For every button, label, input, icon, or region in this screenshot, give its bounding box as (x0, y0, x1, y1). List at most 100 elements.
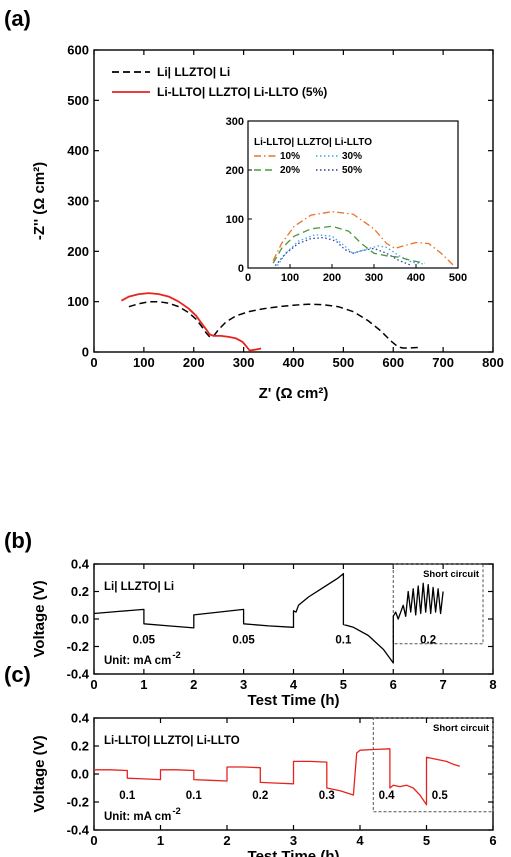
current-density-label: 0.4 (379, 790, 396, 802)
x-tick-label: 100 (133, 355, 155, 370)
x-tick-label: 400 (283, 355, 305, 370)
panel-label-b: (b) (4, 528, 32, 553)
x-tick-label: 2 (223, 833, 230, 848)
series-line-a-0 (128, 300, 419, 349)
y-axis-label: Voltage (V) (31, 580, 48, 657)
x-tick-label: 2 (190, 677, 197, 692)
inset-legend-entry: 50% (342, 165, 362, 176)
inset-x-tick-label: 400 (407, 272, 425, 284)
short-circuit-label: Short circuit (433, 723, 490, 734)
current-density-label: 0.2 (252, 790, 268, 802)
inset-y-tick-label: 200 (226, 165, 244, 177)
y-axis-label: Voltage (V) (31, 735, 48, 812)
x-tick-label: 6 (390, 677, 397, 692)
inset-y-tick-label: 100 (226, 214, 244, 226)
panel-a-chart: 0 100 200 300 400 500 600 700 800 0 100 200 300 400 50… (31, 43, 504, 403)
y-tick-label: 100 (67, 294, 89, 309)
x-axis-label: Test Time (h) (248, 848, 340, 857)
y-tick-label: 300 (67, 194, 89, 209)
x-tick-label: 7 (440, 677, 447, 692)
inset-x-tick-label: 0 (245, 272, 251, 284)
x-tick-label: 1 (140, 677, 147, 692)
inset-x-tick-label: 200 (323, 272, 341, 284)
panel-label-a: (a) (4, 6, 31, 31)
x-tick-label: 200 (183, 355, 205, 370)
y-axis-label: -Z'' (Ω cm²) (31, 162, 48, 240)
current-density-label: 0.2 (420, 635, 436, 647)
inset-chart: 0 100 200 300 400 500 0 100 200 300 Li-LLTO| LLZTO… (226, 116, 468, 284)
x-axis-label: Test Time (h) (248, 692, 340, 709)
x-tick-label: 6 (489, 833, 496, 848)
inset-x-tick-label: 100 (281, 272, 299, 284)
panel-c-chart: 0 1 2 3 4 5 6 -0.4 -0.2 0.0 0.2 0.4 Test Time (h) Vol… (31, 711, 497, 857)
x-tick-label: 600 (382, 355, 404, 370)
legend-entry: Li| LLZTO| Li (157, 65, 230, 79)
x-tick-label: 300 (233, 355, 255, 370)
panel-label-c: (c) (4, 662, 31, 687)
y-tick-label: -0.2 (67, 795, 89, 810)
unit-superscript: -2 (172, 650, 180, 661)
x-tick-label: 500 (333, 355, 355, 370)
inset-series-line-1 (276, 234, 425, 266)
inset-y-tick-label: 300 (226, 116, 244, 128)
unit-superscript: -2 (172, 806, 180, 817)
x-tick-label: 5 (423, 833, 430, 848)
x-axis-label: Z' (Ω cm²) (259, 385, 329, 402)
x-tick-label: 4 (290, 677, 298, 692)
voltage-trace-0 (93, 572, 444, 664)
y-tick-label: -0.4 (67, 667, 90, 682)
current-density-label: 0.1 (335, 635, 352, 647)
x-tick-label: 8 (489, 677, 496, 692)
y-tick-label: -0.2 (67, 639, 89, 654)
series-line-a-1 (120, 292, 262, 352)
y-tick-label: 0.0 (71, 612, 89, 627)
inset-legend-entry: 20% (280, 165, 300, 176)
cell-config-label: Li-LLTO| LLZTO| Li-LLTO (104, 735, 240, 747)
inset-frame (247, 120, 459, 269)
y-tick-label: 500 (67, 93, 89, 108)
inset-legend-title: Li-LLTO| LLZTO| Li-LLTO (254, 137, 372, 148)
x-tick-label: 5 (340, 677, 347, 692)
current-density-label: 0.5 (432, 790, 449, 802)
inset-series-line-2 (272, 225, 425, 264)
inset-x-tick-label: 500 (449, 272, 467, 284)
current-density-label: 0.1 (119, 790, 136, 802)
y-tick-label: 200 (67, 244, 89, 259)
current-density-label: 0.05 (133, 635, 156, 647)
y-tick-label: 0.4 (71, 557, 90, 572)
cell-config-label: Li| LLZTO| Li (104, 581, 174, 593)
x-tick-label: 3 (290, 833, 297, 848)
x-tick-label: 800 (482, 355, 504, 370)
current-density-label: 0.1 (186, 790, 203, 802)
unit-label: Unit: mA cm (104, 811, 171, 823)
y-tick-label: 0 (82, 345, 89, 360)
inset-legend-entry: 30% (342, 151, 362, 162)
inset-series-line-3 (274, 236, 413, 267)
x-tick-label: 0 (90, 677, 97, 692)
short-circuit-label: Short circuit (423, 569, 480, 580)
current-density-label: 0.3 (319, 790, 335, 802)
y-tick-label: 0.0 (71, 767, 89, 782)
panel-b-chart: 0 1 2 3 4 5 6 7 8 -0.4 -0.2 0.0 0.2 0.4 Test Time (h) V… (31, 557, 497, 710)
y-tick-label: 0.4 (71, 711, 90, 726)
voltage-trace-0 (94, 748, 460, 806)
x-tick-label: 1 (157, 833, 164, 848)
inset-series-line-0 (272, 211, 455, 267)
short-circuit-box (372, 717, 494, 813)
unit-label: Unit: mA cm (104, 655, 171, 667)
inset-x-tick-label: 300 (365, 272, 383, 284)
y-tick-label: 0.2 (71, 584, 89, 599)
y-tick-label: 400 (67, 143, 89, 158)
inset-y-tick-label: 0 (238, 263, 244, 275)
y-tick-label: -0.4 (67, 823, 90, 838)
x-tick-label: 0 (90, 355, 97, 370)
current-density-label: 0.05 (232, 635, 255, 647)
x-tick-label: 700 (432, 355, 454, 370)
legend-entry: Li-LLTO| LLZTO| Li-LLTO (5%) (157, 85, 327, 99)
x-tick-label: 0 (90, 833, 97, 848)
y-tick-label: 600 (67, 43, 89, 58)
x-tick-label: 3 (240, 677, 247, 692)
y-tick-label: 0.2 (71, 739, 89, 754)
x-tick-label: 4 (356, 833, 364, 848)
